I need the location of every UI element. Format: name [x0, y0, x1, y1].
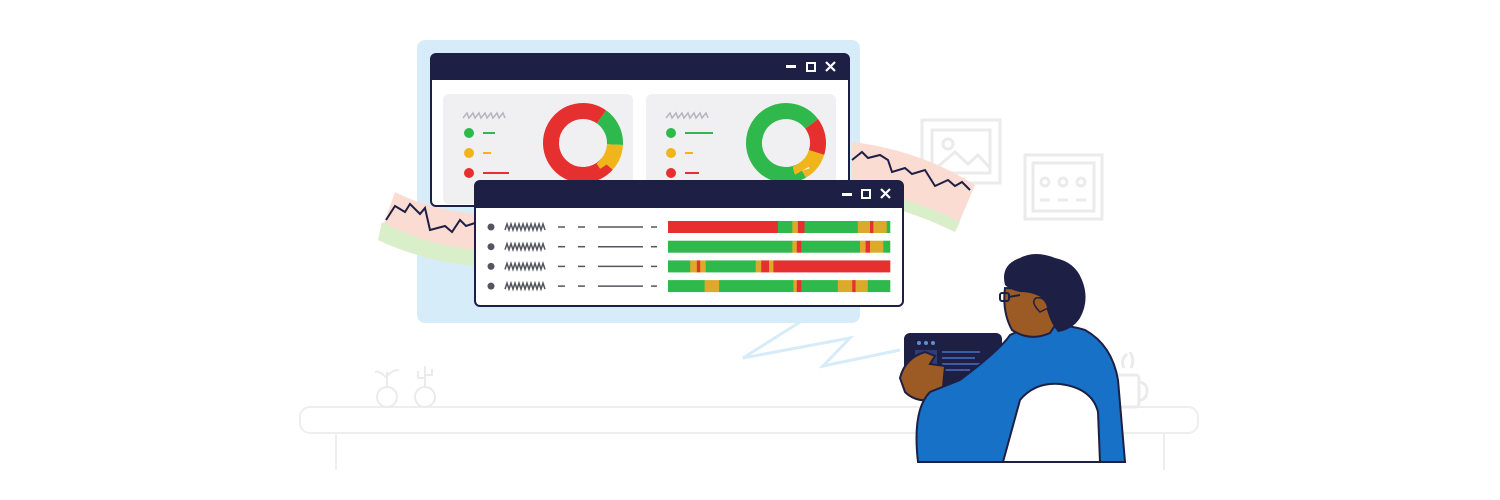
row-bullet: [487, 282, 495, 290]
status-segment-red: [870, 221, 874, 233]
scribble-label: [462, 111, 506, 120]
status-segment-red: [796, 280, 802, 293]
status-segment-green: [883, 240, 891, 253]
donut-chart: [746, 103, 826, 183]
donut-legend: [464, 128, 509, 178]
status-segment-gold: [755, 260, 762, 273]
close-icon[interactable]: [880, 188, 891, 199]
donut-segment-yellow: [746, 103, 826, 183]
ear: [1033, 296, 1049, 313]
row-bullet: [487, 262, 495, 270]
minimize-icon[interactable]: [786, 65, 796, 68]
minimize-icon[interactable]: [842, 193, 852, 196]
hand: [898, 350, 947, 402]
donut-chart: [543, 103, 623, 183]
timeline-row[interactable]: [487, 260, 891, 273]
status-segment-red: [852, 280, 856, 293]
status-segment-red: [796, 240, 802, 253]
donut-segment-red: [746, 103, 826, 183]
status-segment-green: [801, 280, 839, 293]
status-segment-gold: [860, 240, 866, 253]
mug-icon: [1115, 351, 1149, 409]
status-segment-red: [773, 260, 891, 273]
status-segment-red: [696, 260, 701, 273]
hair: [1004, 254, 1086, 332]
status-segment-red: [668, 221, 779, 233]
person-figure: [898, 254, 1127, 463]
maximize-icon[interactable]: [806, 62, 816, 72]
glasses-icon: [999, 292, 1021, 302]
red-legend-dot: [666, 168, 676, 178]
row-scribble: [504, 241, 546, 253]
yellow-legend-dot: [666, 148, 676, 158]
status-segment-gold: [870, 240, 884, 253]
row-scribble: [504, 261, 546, 272]
donut-segment-green: [543, 103, 623, 183]
status-segment-gold: [873, 221, 887, 233]
status-segment-gold: [700, 260, 707, 273]
status-segment-green: [801, 240, 861, 253]
green-legend-dot: [464, 128, 474, 138]
status-segment-green: [668, 280, 705, 293]
close-icon[interactable]: [825, 61, 836, 72]
status-segment-red: [865, 240, 871, 253]
scribble-label: [665, 111, 709, 120]
plant-pot-icon: [374, 369, 400, 408]
cactus-pot-icon: [414, 366, 436, 408]
timeline-row[interactable]: [487, 240, 891, 253]
status-segment-red: [761, 260, 770, 273]
timeline-row[interactable]: [487, 221, 891, 233]
row-scribble: [504, 280, 546, 292]
status-segment-gold: [793, 280, 798, 293]
status-segment-green: [867, 280, 891, 293]
family-frame-icon: [1023, 153, 1104, 221]
status-segment-gold: [704, 280, 720, 293]
background-decor: [299, 118, 1199, 470]
status-segment-green: [886, 221, 891, 233]
donut-segment-yellow: [543, 103, 623, 183]
status-segment-green: [804, 221, 859, 233]
status-segment-green: [719, 280, 794, 293]
status-segment-green: [705, 260, 756, 273]
status-segment-gold: [837, 280, 853, 293]
status-segment-green: [668, 260, 691, 273]
row-bullet: [487, 243, 495, 251]
timeline-row[interactable]: [487, 280, 891, 293]
row-scribble: [504, 221, 546, 233]
timeline-rows: [487, 221, 891, 293]
donut-legend: [666, 128, 713, 178]
row-bullet: [487, 223, 495, 231]
status-segment-green: [777, 221, 793, 233]
status-segment-gold: [855, 280, 869, 293]
green-legend-dot: [666, 128, 676, 138]
maximize-icon[interactable]: [861, 189, 871, 199]
status-segment-red: [797, 221, 805, 233]
desk: [299, 406, 1199, 470]
status-segment-gold: [690, 260, 698, 273]
dashboard-window: [430, 53, 850, 207]
status-segment-gold: [857, 221, 871, 233]
red-legend-dot: [464, 168, 474, 178]
status-segment-green: [668, 240, 793, 253]
timeline-window: [474, 180, 904, 307]
ribbon-left: [378, 192, 479, 266]
yellow-legend-dot: [464, 148, 474, 158]
status-segment-gold: [769, 260, 774, 273]
status-segment-gold: [792, 240, 798, 253]
chair-back: [1001, 382, 1102, 463]
status-segment-gold: [792, 221, 799, 233]
